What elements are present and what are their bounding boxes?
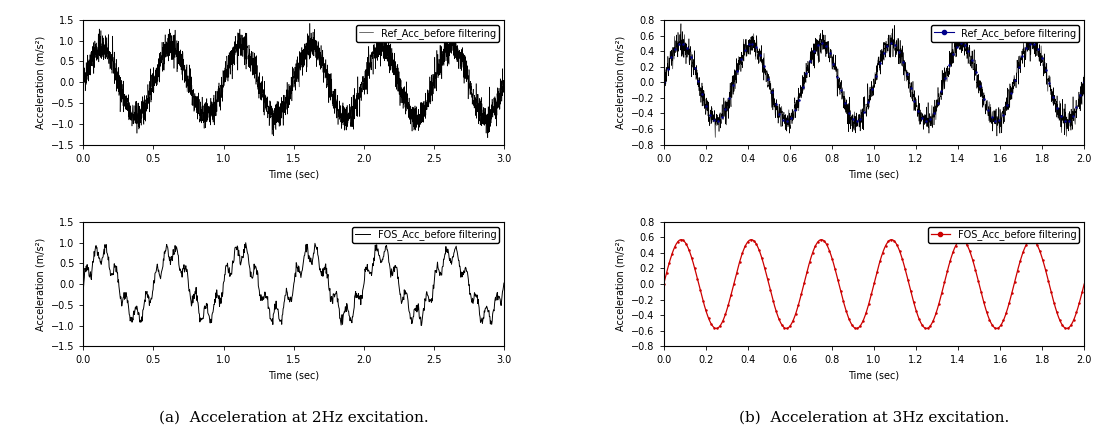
Y-axis label: Acceleration (m/s²): Acceleration (m/s²)	[36, 238, 46, 331]
Text: (b)  Acceleration at 3Hz excitation.: (b) Acceleration at 3Hz excitation.	[738, 410, 1009, 424]
X-axis label: Time (sec): Time (sec)	[848, 371, 900, 381]
X-axis label: Time (sec): Time (sec)	[268, 371, 319, 381]
Y-axis label: Acceleration (m/s²): Acceleration (m/s²)	[616, 36, 626, 129]
Legend: Ref_Acc_before filtering: Ref_Acc_before filtering	[356, 25, 499, 42]
Text: (a)  Acceleration at 2Hz excitation.: (a) Acceleration at 2Hz excitation.	[159, 410, 428, 424]
Legend: FOS_Acc_before filtering: FOS_Acc_before filtering	[927, 226, 1080, 243]
X-axis label: Time (sec): Time (sec)	[268, 169, 319, 179]
Y-axis label: Acceleration (m/s²): Acceleration (m/s²)	[616, 238, 626, 331]
Legend: FOS_Acc_before filtering: FOS_Acc_before filtering	[353, 226, 499, 243]
Legend: Ref_Acc_before filtering: Ref_Acc_before filtering	[931, 25, 1080, 42]
X-axis label: Time (sec): Time (sec)	[848, 169, 900, 179]
Y-axis label: Acceleration (m/s²): Acceleration (m/s²)	[36, 36, 46, 129]
